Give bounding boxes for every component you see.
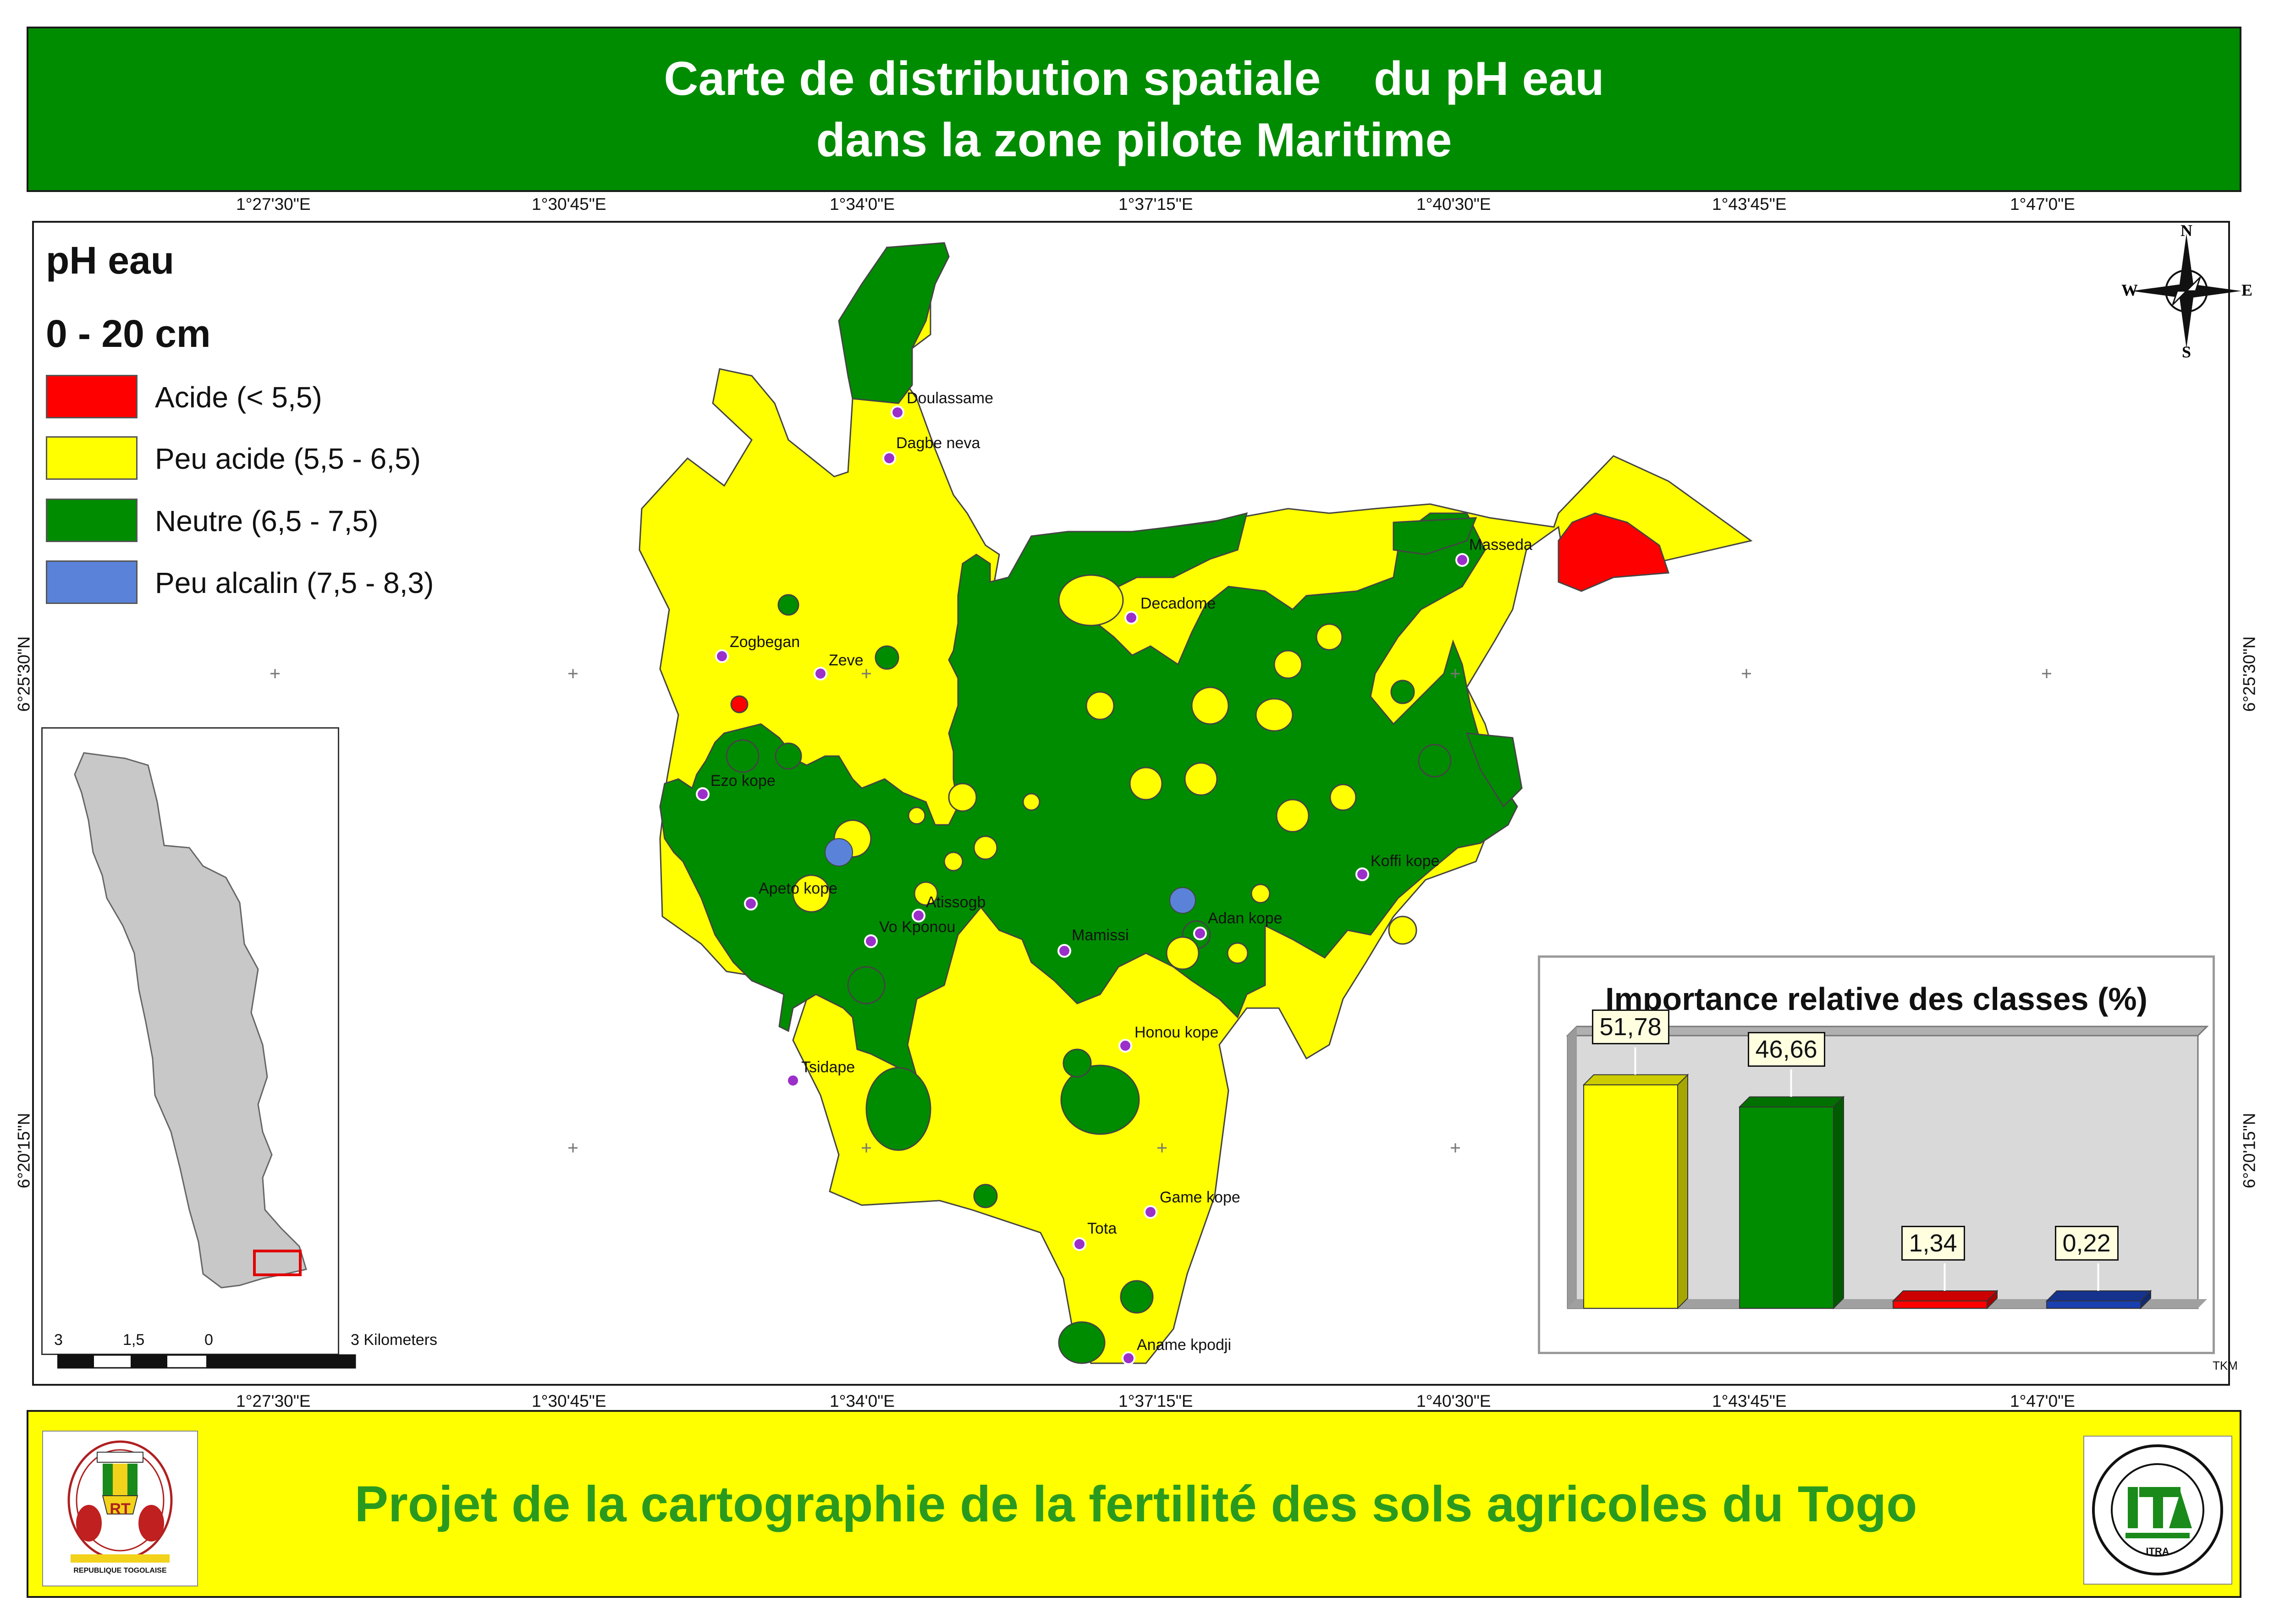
bar-acide — [1893, 1300, 1988, 1309]
bar-neutre — [1739, 1106, 1834, 1309]
place-masseda: Masseda — [1469, 536, 1532, 554]
scalebar-label-3-left: 3 — [54, 1331, 63, 1349]
logo-itra: ITRA — [2083, 1436, 2232, 1585]
coord-bottom-2: 1°30'45"E — [532, 1392, 606, 1410]
bar-value-label-acide: 1,34 — [1901, 1226, 1965, 1261]
scale-bar — [57, 1354, 356, 1369]
sample-points — [696, 406, 1469, 1365]
coord-bottom-3: 1°34'0"E — [830, 1392, 895, 1410]
graticule-crosses — [270, 669, 2051, 1152]
place-vo-kponou: Vo Kponou — [879, 918, 956, 936]
place-koffi-kope: Koffi kope — [1371, 852, 1440, 870]
chart-title: Importance relative des classes (%) — [1605, 981, 2147, 1017]
bar-top-neutre — [1738, 1096, 1845, 1108]
bar-top-peu-acide — [1582, 1074, 1689, 1086]
logo-caption-republique: REPUBLIQUE TOGOLAISE — [73, 1567, 167, 1575]
logo-republique-togolaise: RT REPUBLIQUE TOGOLAISE — [42, 1431, 198, 1586]
bar-value-label-peu-alcalin: 0,22 — [2054, 1226, 2119, 1261]
north-arrow-icon: N S E W — [2121, 225, 2252, 361]
place-tsidape: Tsidape — [801, 1059, 855, 1076]
coat-of-arms-icon: RT REPUBLIQUE TOGOLAISE — [67, 1440, 173, 1575]
place-game-kope: Game kope — [1160, 1189, 1240, 1206]
bar-peu-acide — [1583, 1084, 1678, 1309]
chart-plot — [1566, 1026, 2209, 1310]
legend-label-peu-alcalin: Peu alcalin (7,5 - 8,3) — [155, 566, 434, 599]
legend-swatch-acide — [46, 375, 138, 418]
coord-top-4: 1°37'15"E — [1118, 195, 1193, 214]
coord-bottom-1: 1°27'30"E — [236, 1392, 311, 1410]
class-zone-acide — [730, 512, 1670, 713]
place-atissogb: Atissogb — [926, 894, 986, 911]
place-honou-kope: Honou kope — [1134, 1024, 1219, 1041]
scalebar-label-kilometers: 3 Kilometers — [351, 1331, 437, 1349]
bar-value-label-neutre: 46,66 — [1747, 1031, 1825, 1067]
class-importance-chart: Importance relative des classes (%) 51,7… — [1538, 955, 2215, 1354]
coord-top-2: 1°30'45"E — [532, 195, 606, 214]
place-doulassame: Doulassame — [907, 390, 993, 407]
coord-left-1: 6°25'30"N — [14, 636, 33, 712]
compass-n: N — [2180, 225, 2192, 240]
bar-side-peu-acide — [1677, 1073, 1688, 1310]
legend-label-peu-acide: Peu acide (5,5 - 6,5) — [155, 442, 421, 475]
bar-value-label-peu-acide: 51,78 — [1591, 1010, 1669, 1045]
coord-top-6: 1°43'45"E — [1712, 195, 1787, 214]
place-zogbegan: Zogbegan — [730, 633, 800, 651]
coord-right-2: 6°20'15"N — [2240, 1113, 2259, 1189]
coord-top-5: 1°40'30"E — [1416, 195, 1491, 214]
legend-swatch-peu-acide — [46, 436, 138, 480]
coord-bottom-6: 1°43'45"E — [1712, 1392, 1787, 1410]
compass-e: E — [2241, 281, 2252, 299]
coord-top-7: 1°47'0"E — [2010, 195, 2075, 214]
place-decadome: Decadome — [1140, 595, 1216, 612]
legend-swatch-neutre — [46, 499, 138, 542]
bar-top-acide — [1892, 1290, 1999, 1301]
legend-label-neutre: Neutre (6,5 - 7,5) — [155, 505, 379, 538]
coord-top-1: 1°27'30"E — [236, 195, 311, 214]
place-adan-kope: Adan kope — [1208, 910, 1283, 927]
legend-label-acide: Acide (< 5,5) — [155, 381, 322, 414]
place-dagbe-neva: Dagbe neva — [896, 434, 980, 452]
map-title-bar: Carte de distribution spatiale du pH eau… — [27, 27, 2241, 192]
place-mamissi: Mamissi — [1072, 927, 1129, 944]
compass-w: W — [2121, 281, 2138, 299]
map-title-line-1: Carte de distribution spatiale du pH eau — [664, 52, 1604, 105]
class-zone-peu-alcalin — [825, 838, 1196, 914]
itra-seal-icon: ITRA — [2092, 1444, 2223, 1575]
place-zeve: Zeve — [829, 652, 864, 669]
coord-top-3: 1°34'0"E — [830, 195, 895, 214]
footer-bar: Projet de la cartographie de la fertilit… — [27, 1410, 2241, 1598]
legend-depth: 0 - 20 cm — [46, 312, 211, 355]
bar-top-peu-alcalin — [2045, 1290, 2152, 1301]
coord-right-1: 6°25'30"N — [2240, 636, 2259, 712]
scalebar-label-1-5: 1,5 — [123, 1331, 145, 1349]
place-ezo-kope: Ezo kope — [710, 772, 776, 790]
togo-outline — [74, 752, 307, 1289]
inset-locator-map — [41, 727, 339, 1355]
compass-s: S — [2182, 343, 2191, 361]
map-title-line-2: dans la zone pilote Maritime — [816, 113, 1452, 167]
coord-bottom-4: 1°37'15"E — [1118, 1392, 1193, 1410]
place-aname-kpodji: Aname kpodji — [1137, 1336, 1232, 1354]
bar-peu-alcalin — [2046, 1300, 2141, 1309]
coord-bottom-5: 1°40'30"E — [1416, 1392, 1491, 1410]
credit-text: TKM — [2213, 1359, 2238, 1372]
logo-monogram-itra: ITRA — [2146, 1546, 2169, 1557]
footer-project-title: Projet de la cartographie de la fertilit… — [354, 1476, 1917, 1532]
place-apeto-kope: Apeto kope — [759, 880, 838, 897]
legend-swatch-peu-alcalin — [46, 560, 138, 604]
logo-monogram-rt: RT — [110, 1500, 131, 1518]
bar-side-neutre — [1833, 1096, 1844, 1310]
class-zone-peu-acide-islands — [792, 574, 1417, 970]
legend-title: pH eau — [46, 239, 175, 282]
scalebar-label-0: 0 — [204, 1331, 213, 1349]
coord-left-2: 6°20'15"N — [14, 1113, 33, 1189]
coord-bottom-7: 1°47'0"E — [2010, 1392, 2075, 1410]
place-tota: Tota — [1087, 1220, 1117, 1237]
